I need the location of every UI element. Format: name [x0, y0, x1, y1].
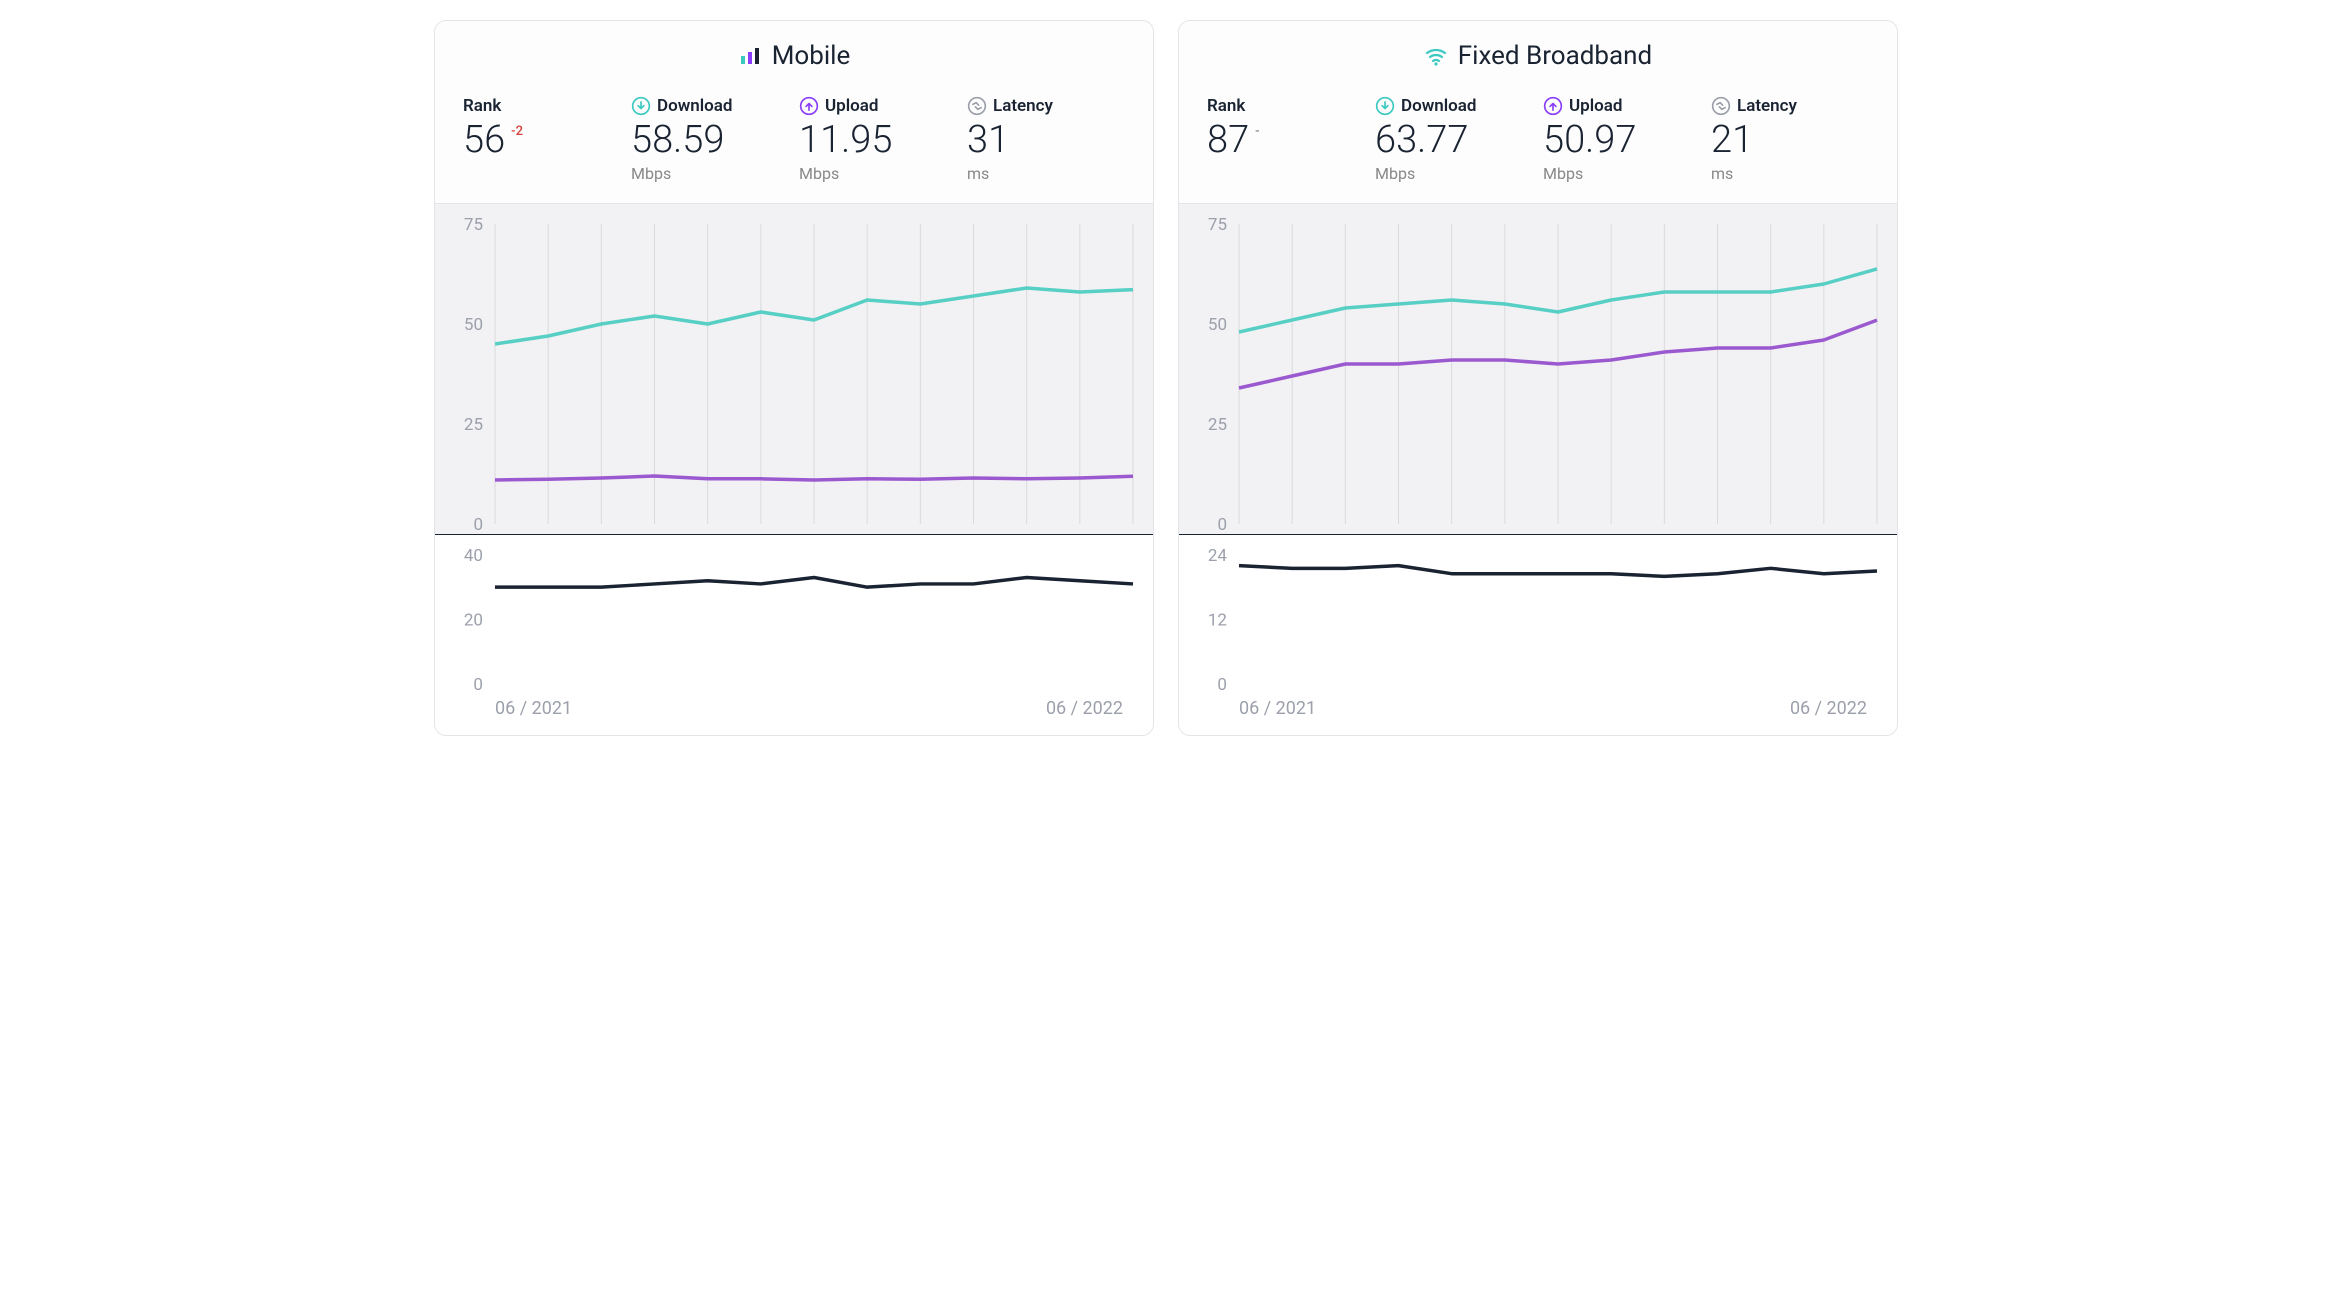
metrics-row: Rank 87 - Download 63.77 Mbps Upload [1179, 84, 1897, 204]
metric-label: Download [657, 96, 732, 116]
x-axis-end: 06 / 2022 [1790, 698, 1867, 719]
metric-value: 11.95 [799, 120, 957, 162]
x-axis-start: 06 / 2021 [495, 698, 572, 719]
metric-label: Latency [1737, 96, 1797, 116]
chart-zone: 0 25 50 75 0 12 24 06 / 2021 06 / 2022 [1179, 204, 1897, 735]
metric-label: Upload [825, 96, 878, 116]
x-axis-start: 06 / 2021 [1239, 698, 1316, 719]
panel-title: Mobile [738, 41, 851, 71]
panel-header: Fixed Broadband [1179, 21, 1897, 84]
svg-text:0: 0 [473, 675, 483, 694]
svg-text:0: 0 [1217, 675, 1227, 694]
panel-title-text: Mobile [772, 41, 851, 71]
metric-rank: Rank 87 - [1207, 96, 1365, 183]
metric-value: 58.59 [631, 120, 789, 162]
panel-broadband: Fixed Broadband Rank 87 - Download 63.77… [1178, 20, 1898, 736]
svg-text:50: 50 [464, 315, 483, 335]
metric-value: 21 [1711, 120, 1869, 162]
sub-chart: 0 12 24 [1179, 534, 1897, 694]
bars-icon [738, 44, 762, 68]
metric-value: 87 [1207, 120, 1249, 162]
x-axis-labels: 06 / 2021 06 / 2022 [1179, 694, 1897, 735]
panel-header: Mobile [435, 21, 1153, 84]
metric-unit: Mbps [799, 164, 957, 183]
metric-upload: Upload 50.97 Mbps [1543, 96, 1701, 183]
chart-zone: 0 25 50 75 0 20 40 06 / 2021 06 / 2022 [435, 204, 1153, 735]
svg-text:25: 25 [1208, 415, 1227, 435]
metric-unit: Mbps [631, 164, 789, 183]
metric-label: Download [1401, 96, 1476, 116]
svg-text:25: 25 [464, 415, 483, 435]
x-axis-end: 06 / 2022 [1046, 698, 1123, 719]
metric-label: Rank [463, 96, 501, 116]
svg-text:75: 75 [1208, 215, 1227, 235]
metric-download: Download 58.59 Mbps [631, 96, 789, 183]
metric-unit: ms [1711, 164, 1869, 183]
svg-text:50: 50 [1208, 315, 1227, 335]
metric-upload: Upload 11.95 Mbps [799, 96, 957, 183]
metric-unit: ms [967, 164, 1125, 183]
svg-text:0: 0 [473, 515, 483, 534]
metric-label: Rank [1207, 96, 1245, 116]
latency-circle-icon [1711, 96, 1731, 116]
svg-text:24: 24 [1208, 546, 1228, 566]
metrics-row: Rank 56 -2 Download 58.59 Mbps Upload [435, 84, 1153, 204]
wifi-icon [1424, 44, 1448, 68]
sub-chart-svg: 0 20 40 [435, 535, 1153, 694]
metric-label: Latency [993, 96, 1053, 116]
main-chart: 0 25 50 75 [435, 204, 1153, 534]
metric-delta: -2 [511, 124, 523, 139]
dashboard: Mobile Rank 56 -2 Download 58.59 Mbps [20, 20, 2312, 736]
metric-value: 50.97 [1543, 120, 1701, 162]
metric-unit: Mbps [1543, 164, 1701, 183]
metric-value: 31 [967, 120, 1125, 162]
panel-title-text: Fixed Broadband [1458, 41, 1652, 71]
x-axis-labels: 06 / 2021 06 / 2022 [435, 694, 1153, 735]
svg-text:12: 12 [1208, 610, 1227, 630]
metric-download: Download 63.77 Mbps [1375, 96, 1533, 183]
metric-rank: Rank 56 -2 [463, 96, 621, 183]
metric-unit: Mbps [1375, 164, 1533, 183]
metric-label: Upload [1569, 96, 1622, 116]
main-chart: 0 25 50 75 [1179, 204, 1897, 534]
panel-title: Fixed Broadband [1424, 41, 1652, 71]
metric-latency: Latency 21 ms [1711, 96, 1869, 183]
sub-chart: 0 20 40 [435, 534, 1153, 694]
svg-text:20: 20 [464, 610, 483, 630]
metric-latency: Latency 31 ms [967, 96, 1125, 183]
down-circle-icon [631, 96, 651, 116]
main-chart-svg: 0 25 50 75 [1179, 204, 1897, 534]
main-chart-svg: 0 25 50 75 [435, 204, 1153, 534]
sub-chart-svg: 0 12 24 [1179, 535, 1897, 694]
latency-circle-icon [967, 96, 987, 116]
up-circle-icon [1543, 96, 1563, 116]
metric-value: 63.77 [1375, 120, 1533, 162]
metric-value: 56 [463, 120, 505, 162]
panel-mobile: Mobile Rank 56 -2 Download 58.59 Mbps [434, 20, 1154, 736]
metric-delta: - [1255, 124, 1259, 139]
svg-text:40: 40 [464, 546, 483, 566]
svg-text:75: 75 [464, 215, 483, 235]
svg-text:0: 0 [1217, 515, 1227, 534]
up-circle-icon [799, 96, 819, 116]
down-circle-icon [1375, 96, 1395, 116]
